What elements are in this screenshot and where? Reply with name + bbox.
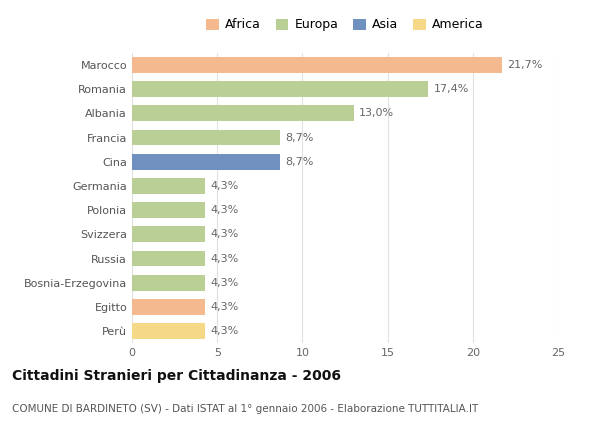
Text: 4,3%: 4,3% bbox=[211, 181, 239, 191]
Bar bbox=[132, 299, 205, 315]
Bar bbox=[132, 178, 205, 194]
Bar bbox=[132, 106, 353, 121]
Text: 8,7%: 8,7% bbox=[286, 132, 314, 143]
Legend: Africa, Europa, Asia, America: Africa, Europa, Asia, America bbox=[206, 18, 484, 31]
Text: 17,4%: 17,4% bbox=[434, 84, 469, 94]
Text: 4,3%: 4,3% bbox=[211, 326, 239, 336]
Bar bbox=[132, 275, 205, 290]
Bar bbox=[132, 227, 205, 242]
Text: 8,7%: 8,7% bbox=[286, 157, 314, 167]
Text: 4,3%: 4,3% bbox=[211, 302, 239, 312]
Bar bbox=[132, 154, 280, 169]
Bar bbox=[132, 81, 428, 97]
Text: COMUNE DI BARDINETO (SV) - Dati ISTAT al 1° gennaio 2006 - Elaborazione TUTTITAL: COMUNE DI BARDINETO (SV) - Dati ISTAT al… bbox=[12, 403, 478, 414]
Bar bbox=[132, 57, 502, 73]
Bar bbox=[132, 323, 205, 339]
Bar bbox=[132, 251, 205, 266]
Text: 4,3%: 4,3% bbox=[211, 253, 239, 264]
Bar bbox=[132, 130, 280, 145]
Text: 4,3%: 4,3% bbox=[211, 229, 239, 239]
Text: 4,3%: 4,3% bbox=[211, 278, 239, 288]
Bar bbox=[132, 202, 205, 218]
Text: 4,3%: 4,3% bbox=[211, 205, 239, 215]
Text: 21,7%: 21,7% bbox=[507, 60, 542, 70]
Text: 13,0%: 13,0% bbox=[359, 108, 394, 118]
Text: Cittadini Stranieri per Cittadinanza - 2006: Cittadini Stranieri per Cittadinanza - 2… bbox=[12, 369, 341, 383]
